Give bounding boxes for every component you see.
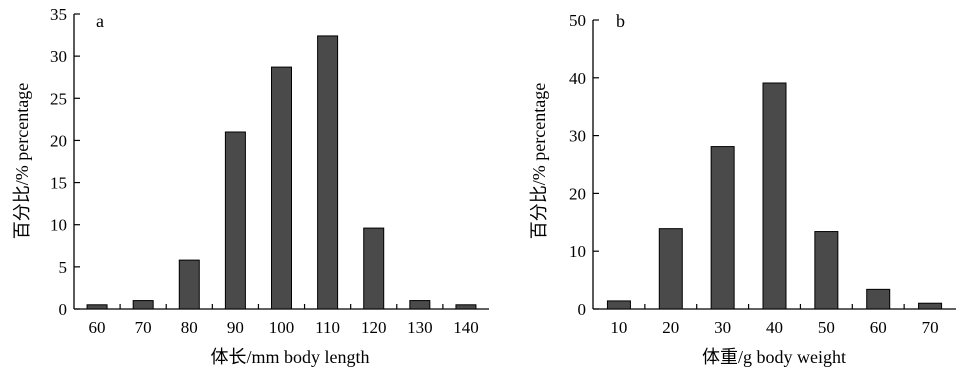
x-tick-label: 90 [227,318,244,337]
chart-panel-a: 百分比/% percentage a 0 5 10 15 20 25 30 35 60 70 80 9… [12,5,489,367]
bar-30 [710,146,735,310]
y-tick-label: 15 [50,174,67,193]
panel-label-a: a [96,11,104,31]
y-tick-label: 5 [59,258,68,277]
x-tick-label: 60 [870,318,887,337]
y-tick-label: 50 [569,11,586,30]
x-tick-label: 60 [89,318,106,337]
bar-100 [271,66,292,310]
bar-70 [132,300,154,310]
chart-panel-b: 百分比/% percentage b 0 10 20 30 40 50 10 20 30 40 50… [529,11,956,367]
y-tick-label: 0 [59,300,68,319]
y-tick-label: 10 [569,242,586,261]
x-tick-label: 20 [662,318,679,337]
bar-90 [224,131,246,310]
x-tick-label: 50 [818,318,835,337]
bar-50 [814,231,839,310]
bar-60 [86,304,108,310]
bar-40 [762,82,787,310]
x-tick-label: 70 [135,318,152,337]
y-tick-label: 20 [50,131,67,150]
x-tick-label: 40 [766,318,783,337]
plot-area-b: 0 10 20 30 40 50 10 20 30 40 50 60 70 [569,11,956,337]
x-tick-label: 70 [922,318,939,337]
bar-120 [363,227,385,310]
x-tick-label: 30 [714,318,731,337]
bar-70 [918,302,943,310]
y-tick-label: 40 [569,69,586,88]
y-tick-label: 20 [569,184,586,203]
x-tick-label: 110 [315,318,340,337]
y-tick-label: 0 [578,300,587,319]
bar-80 [178,259,200,310]
x-tick-label: 130 [407,318,433,337]
bar-140 [455,304,477,310]
x-tick-label: 10 [610,318,627,337]
y-tick-label: 25 [50,89,67,108]
bar-20 [658,228,683,310]
y-tick-label: 10 [50,216,67,235]
y-tick-label: 30 [50,47,67,66]
x-axis-title-a: 体长/mm body length [211,347,370,367]
plot-area-a: 0 5 10 15 20 25 30 35 60 70 80 90 100 110 120 130 140 [50,5,489,337]
x-tick-label: 140 [453,318,479,337]
y-axis-title-a: 百分比/% percentage [12,83,32,239]
bar-10 [606,300,631,310]
x-tick-label: 100 [269,318,295,337]
bar-110 [317,35,339,310]
bar-130 [409,300,431,310]
bar-60 [866,288,891,310]
x-axis-title-b: 体重/g body weight [702,347,846,367]
y-tick-label: 35 [50,5,67,24]
panel-label-b: b [616,11,625,31]
x-tick-label: 80 [181,318,198,337]
y-tick-label: 30 [569,127,586,146]
x-tick-label: 120 [361,318,387,337]
y-axis-title-b: 百分比/% percentage [529,83,549,239]
